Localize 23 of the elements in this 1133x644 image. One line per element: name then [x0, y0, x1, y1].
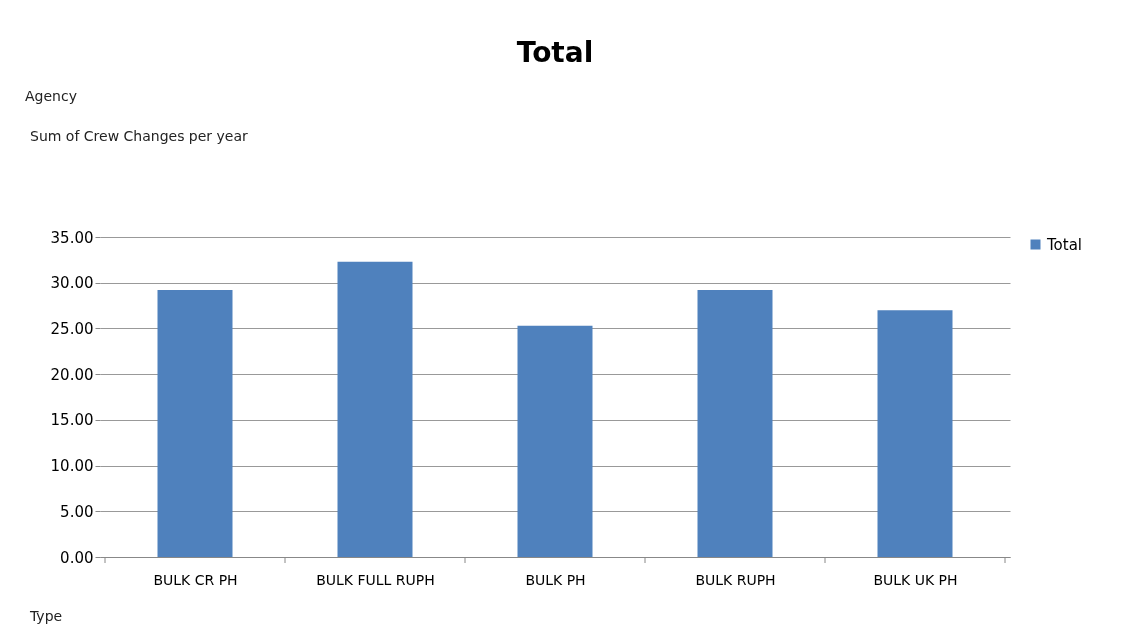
bar	[877, 310, 953, 557]
x-tick-label: BULK UK PH	[873, 571, 958, 588]
legend-label: Total	[1046, 235, 1083, 254]
y-tick-label: 30.00	[50, 274, 94, 293]
text: Sum of Crew Changes per year	[30, 128, 249, 144]
bar	[697, 290, 773, 557]
x-tick-label: BULK RUPH	[695, 571, 776, 588]
y-tick-label: 10.00	[50, 457, 94, 476]
y-tick-label: 25.00	[50, 319, 94, 338]
x-tick-label: BULK PH	[525, 571, 586, 588]
x-tick-label: BULK FULL RUPH	[316, 571, 435, 588]
text: Type	[29, 608, 63, 624]
y-tick-label: 35.00	[50, 228, 94, 247]
chart-title: Total	[516, 36, 594, 69]
text: Agency	[25, 88, 77, 104]
bar	[517, 325, 593, 557]
y-tick-label: 0.00	[60, 548, 94, 567]
y-tick-label: 20.00	[50, 365, 94, 384]
x-tick-label: BULK CR PH	[153, 571, 238, 588]
bar	[157, 290, 233, 557]
y-tick-label: 15.00	[50, 411, 94, 430]
bar	[337, 261, 413, 557]
y-tick-label: 5.00	[60, 502, 94, 521]
